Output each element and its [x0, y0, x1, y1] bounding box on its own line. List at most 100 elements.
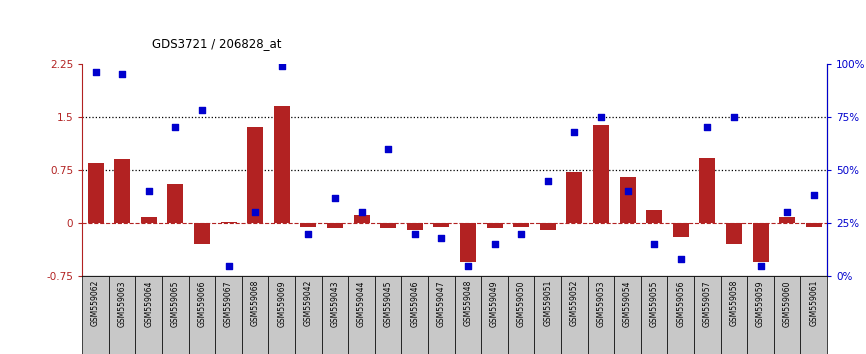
Text: GSM559061: GSM559061: [809, 280, 818, 326]
Text: GSM559059: GSM559059: [756, 280, 765, 326]
Text: GSM559065: GSM559065: [171, 280, 180, 326]
Bar: [402, 276, 428, 354]
Bar: [135, 276, 162, 354]
Bar: [646, 210, 662, 223]
Point: [381, 146, 395, 152]
Point: [301, 231, 315, 236]
Text: GSM559060: GSM559060: [783, 280, 792, 326]
Bar: [614, 276, 641, 354]
Bar: [242, 276, 268, 354]
Point: [807, 193, 821, 198]
Text: GSM559047: GSM559047: [436, 280, 446, 326]
Bar: [167, 184, 184, 223]
Bar: [353, 215, 370, 223]
Bar: [162, 276, 189, 354]
Point: [621, 188, 635, 194]
Text: GSM559055: GSM559055: [650, 280, 659, 326]
Text: GSM559069: GSM559069: [277, 280, 287, 326]
Text: GSM559046: GSM559046: [410, 280, 419, 326]
Bar: [588, 276, 614, 354]
Bar: [753, 223, 768, 262]
Bar: [295, 276, 321, 354]
Bar: [455, 276, 481, 354]
Bar: [540, 223, 556, 230]
Point: [727, 114, 740, 120]
Bar: [375, 276, 402, 354]
Bar: [274, 106, 290, 223]
Bar: [247, 127, 263, 223]
Bar: [428, 276, 455, 354]
Text: GSM559062: GSM559062: [91, 280, 100, 326]
Bar: [194, 223, 210, 244]
Point: [354, 210, 368, 215]
Point: [540, 178, 554, 183]
Bar: [327, 223, 343, 228]
Text: GSM559052: GSM559052: [570, 280, 578, 326]
Text: GSM559057: GSM559057: [703, 280, 712, 326]
Bar: [380, 223, 396, 228]
Bar: [268, 276, 295, 354]
Point: [115, 72, 129, 77]
Bar: [673, 223, 688, 237]
Point: [328, 195, 342, 200]
Point: [753, 263, 767, 268]
Bar: [694, 276, 721, 354]
Point: [142, 188, 156, 194]
Point: [249, 210, 262, 215]
Point: [674, 256, 688, 262]
Bar: [774, 276, 800, 354]
Bar: [566, 172, 582, 223]
Text: GSM559058: GSM559058: [729, 280, 739, 326]
Bar: [221, 222, 236, 223]
Bar: [189, 276, 216, 354]
Bar: [348, 276, 375, 354]
Bar: [619, 177, 636, 223]
Point: [514, 231, 528, 236]
Point: [88, 69, 102, 75]
Point: [408, 231, 422, 236]
Text: GSM559063: GSM559063: [118, 280, 126, 326]
Bar: [301, 223, 316, 227]
Bar: [721, 276, 747, 354]
Bar: [87, 163, 104, 223]
Point: [275, 63, 288, 69]
Text: GDS3721 / 206828_at: GDS3721 / 206828_at: [152, 36, 281, 50]
Point: [168, 125, 182, 130]
Bar: [668, 276, 694, 354]
Text: GSM559056: GSM559056: [676, 280, 685, 326]
Text: GSM559042: GSM559042: [304, 280, 313, 326]
Text: GSM559054: GSM559054: [623, 280, 632, 326]
Point: [780, 210, 794, 215]
Bar: [433, 223, 449, 227]
Bar: [109, 276, 135, 354]
Text: GSM559044: GSM559044: [357, 280, 366, 326]
Bar: [114, 159, 130, 223]
Point: [435, 235, 449, 241]
Bar: [481, 276, 507, 354]
Bar: [82, 276, 109, 354]
Point: [647, 241, 661, 247]
Point: [222, 263, 236, 268]
Bar: [800, 276, 827, 354]
Bar: [407, 223, 423, 230]
Bar: [216, 276, 242, 354]
Bar: [805, 223, 822, 227]
Point: [567, 129, 581, 135]
Text: GSM559048: GSM559048: [463, 280, 473, 326]
Text: GSM559066: GSM559066: [197, 280, 206, 326]
Bar: [321, 276, 348, 354]
Point: [488, 241, 501, 247]
Text: GSM559043: GSM559043: [331, 280, 339, 326]
Bar: [779, 217, 795, 223]
Bar: [487, 223, 502, 228]
Bar: [593, 125, 609, 223]
Bar: [514, 223, 529, 227]
Bar: [141, 217, 157, 223]
Text: GSM559068: GSM559068: [250, 280, 260, 326]
Point: [701, 125, 714, 130]
Point: [195, 108, 209, 113]
Bar: [460, 223, 476, 262]
Bar: [507, 276, 534, 354]
Text: GSM559053: GSM559053: [597, 280, 605, 326]
Point: [594, 114, 608, 120]
